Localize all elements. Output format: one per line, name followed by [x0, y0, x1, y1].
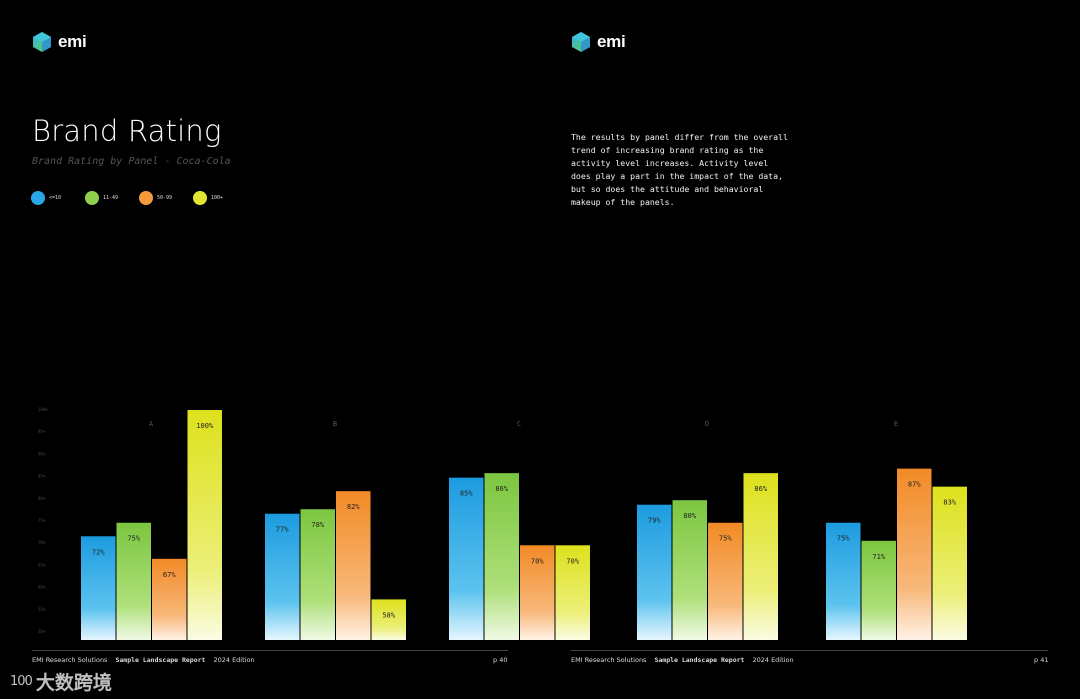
bar: [152, 558, 187, 640]
bar: [449, 477, 484, 640]
footer-rule-right: [571, 650, 1048, 651]
footer-company: EMI Research Solutions: [32, 656, 108, 664]
legend-swatch: [85, 191, 99, 205]
bar: [826, 522, 861, 640]
bar-value-label: 86%: [754, 485, 767, 493]
y-tick-label: 95%: [38, 429, 46, 434]
page-subtitle: Brand Rating by Panel - Coca-Cola: [32, 156, 231, 167]
bar: [81, 536, 116, 640]
bar-value-label: 77%: [276, 526, 289, 534]
legend-item: <=10: [31, 191, 85, 205]
y-axis: 100% 95% 90% 85% 80% 75% 70% 65% 60% 55% 50%: [38, 407, 48, 634]
bar-value-label: 75%: [837, 535, 850, 543]
footer-right: EMI Research Solutions Sample Landscape …: [571, 656, 794, 664]
watermark-text: 大数跨境: [35, 672, 112, 694]
watermark: 100 大数跨境: [10, 668, 112, 695]
bar-value-label: 71%: [872, 553, 885, 561]
legend-swatch: [31, 191, 45, 205]
panel-label: B: [333, 420, 337, 428]
footer-rule-left: [32, 650, 508, 651]
bar: [187, 410, 222, 640]
y-tick-label: 100%: [38, 407, 48, 412]
bars: A 72% 75% 67% 100% B 77% 78% 82% 58% C 85% 86% 70% 70%…: [81, 410, 967, 640]
panel-label: A: [149, 420, 154, 428]
bar-value-label: 85%: [460, 490, 473, 498]
bar: [336, 491, 371, 640]
bar: [861, 540, 896, 640]
legend-item: 100+: [193, 191, 247, 205]
y-tick-label: 80%: [38, 496, 46, 501]
y-tick-label: 50%: [38, 629, 46, 634]
emi-logo-text: emi: [58, 32, 87, 51]
bar: [897, 468, 932, 640]
legend-label: 11-49: [103, 195, 119, 201]
y-tick-label: 65%: [38, 562, 46, 567]
bar-value-label: 82%: [347, 503, 360, 511]
page-title: Brand Rating: [32, 114, 222, 148]
footer-edition: 2024 Edition: [213, 656, 255, 664]
bar: [520, 545, 555, 640]
bar: [708, 522, 743, 640]
footer-report: Sample Landscape Report: [115, 656, 206, 664]
legend-label: 100+: [211, 195, 224, 201]
bar: [116, 522, 151, 640]
bar: [371, 599, 406, 640]
y-tick-label: 70%: [38, 540, 46, 545]
bar-value-label: 86%: [495, 485, 508, 493]
emi-logo-left: emi: [32, 32, 87, 52]
bar-value-label: 70%: [531, 557, 544, 565]
bar-value-label: 75%: [719, 535, 732, 543]
page-number-right: p 41: [1034, 656, 1049, 664]
page-number-left: p 40: [493, 656, 508, 664]
panel-label: E: [894, 420, 898, 428]
bar-value-label: 58%: [382, 611, 395, 619]
panel-label: D: [705, 420, 709, 428]
footer-edition: 2024 Edition: [752, 656, 794, 664]
emi-logo-right: emi: [571, 32, 626, 52]
legend-swatch: [193, 191, 207, 205]
bar: [484, 473, 519, 640]
emi-logo-icon: [33, 32, 51, 52]
footer-left: EMI Research Solutions Sample Landscape …: [32, 656, 255, 664]
bar: [932, 486, 967, 640]
bar-value-label: 67%: [163, 571, 176, 579]
legend-label: <=10: [49, 195, 62, 201]
bar: [637, 504, 672, 640]
legend-item: 11-49: [85, 191, 139, 205]
emi-logo-icon: [572, 32, 590, 52]
watermark-mark: 100: [10, 674, 33, 689]
y-tick-label: 75%: [38, 518, 46, 523]
panel-label: C: [517, 420, 521, 428]
bar: [672, 500, 707, 640]
legend-label: 50-99: [157, 195, 173, 201]
legend-item: 50-99: [139, 191, 193, 205]
bar: [555, 545, 590, 640]
bar: [300, 509, 335, 640]
bar-value-label: 70%: [566, 557, 579, 565]
chart-legend: <=10 11-49 50-99 100+: [31, 191, 247, 205]
bar-value-label: 75%: [127, 535, 140, 543]
bar: [743, 473, 778, 640]
bar-value-label: 100%: [196, 422, 214, 430]
footer-company: EMI Research Solutions: [571, 656, 647, 664]
bar: [265, 513, 300, 640]
bar-value-label: 78%: [311, 521, 324, 529]
bar-value-label: 79%: [648, 517, 661, 525]
bar-value-label: 80%: [683, 512, 696, 520]
bar-value-label: 72%: [92, 548, 105, 556]
footer-report: Sample Landscape Report: [654, 656, 745, 664]
legend-swatch: [139, 191, 153, 205]
bar-value-label: 87%: [908, 481, 921, 489]
y-tick-label: 55%: [38, 607, 46, 612]
y-tick-label: 85%: [38, 474, 46, 479]
y-tick-label: 60%: [38, 585, 46, 590]
bar-value-label: 83%: [943, 499, 956, 507]
description-text: The results by panel differ from the ove…: [571, 132, 788, 207]
emi-logo-text: emi: [597, 32, 626, 51]
y-tick-label: 90%: [38, 451, 46, 456]
